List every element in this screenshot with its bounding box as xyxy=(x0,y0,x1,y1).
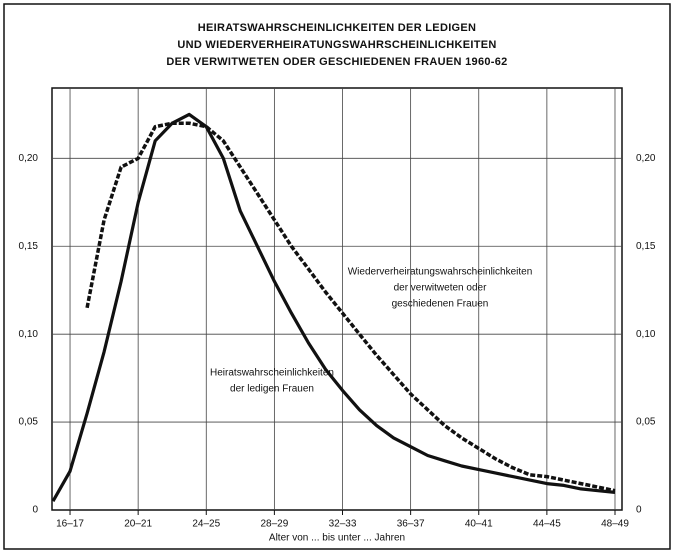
y-tick-label: 0,05 xyxy=(19,417,39,428)
y-tick-label: 0 xyxy=(32,505,38,516)
series-line xyxy=(85,121,616,493)
chart-title: UND WIEDERVERHEIRATUNGSWAHRSCHEINLICHKEI… xyxy=(177,39,496,51)
x-tick-label: 32–33 xyxy=(329,519,357,530)
x-tick-label: 24–25 xyxy=(192,519,220,530)
x-tick-label: 28–29 xyxy=(260,519,288,530)
x-tick-label: 48–49 xyxy=(601,519,629,530)
x-tick-label: 20–21 xyxy=(124,519,152,530)
y2-tick-label: 0,20 xyxy=(636,153,656,164)
x-axis-label: Alter von ... bis unter ... Jahren xyxy=(269,533,405,544)
y2-tick-label: 0,15 xyxy=(636,241,656,252)
chart-title: DER VERWITWETEN ODER GESCHIEDENEN FRAUEN… xyxy=(166,56,507,68)
y2-tick-label: 0,05 xyxy=(636,417,656,428)
x-tick-label: 36–37 xyxy=(397,519,425,530)
y-tick-label: 0,15 xyxy=(19,241,39,252)
y-tick-label: 0,20 xyxy=(19,153,39,164)
chart-title: HEIRATSWAHRSCHEINLICHKEITEN DER LEDIGEN xyxy=(198,22,477,34)
outer-frame xyxy=(3,3,671,550)
series-label: geschiedenen Frauen xyxy=(392,299,489,310)
y2-tick-label: 0,10 xyxy=(636,329,656,340)
x-tick-label: 44–45 xyxy=(533,519,561,530)
y-tick-label: 0,10 xyxy=(19,329,39,340)
x-tick-label: 40–41 xyxy=(465,519,493,530)
y2-tick-label: 0 xyxy=(636,505,642,516)
series-line xyxy=(51,112,616,502)
x-tick-label: 16–17 xyxy=(56,519,84,530)
plot-frame xyxy=(51,87,623,511)
series-label: der verwitweten oder xyxy=(394,283,487,294)
series-label: Heiratswahrscheinlichkeiten xyxy=(210,368,334,379)
series-label: der ledigen Frauen xyxy=(230,384,314,395)
series-label: Wiederverheiratungswahrscheinlichkeiten xyxy=(348,267,533,278)
